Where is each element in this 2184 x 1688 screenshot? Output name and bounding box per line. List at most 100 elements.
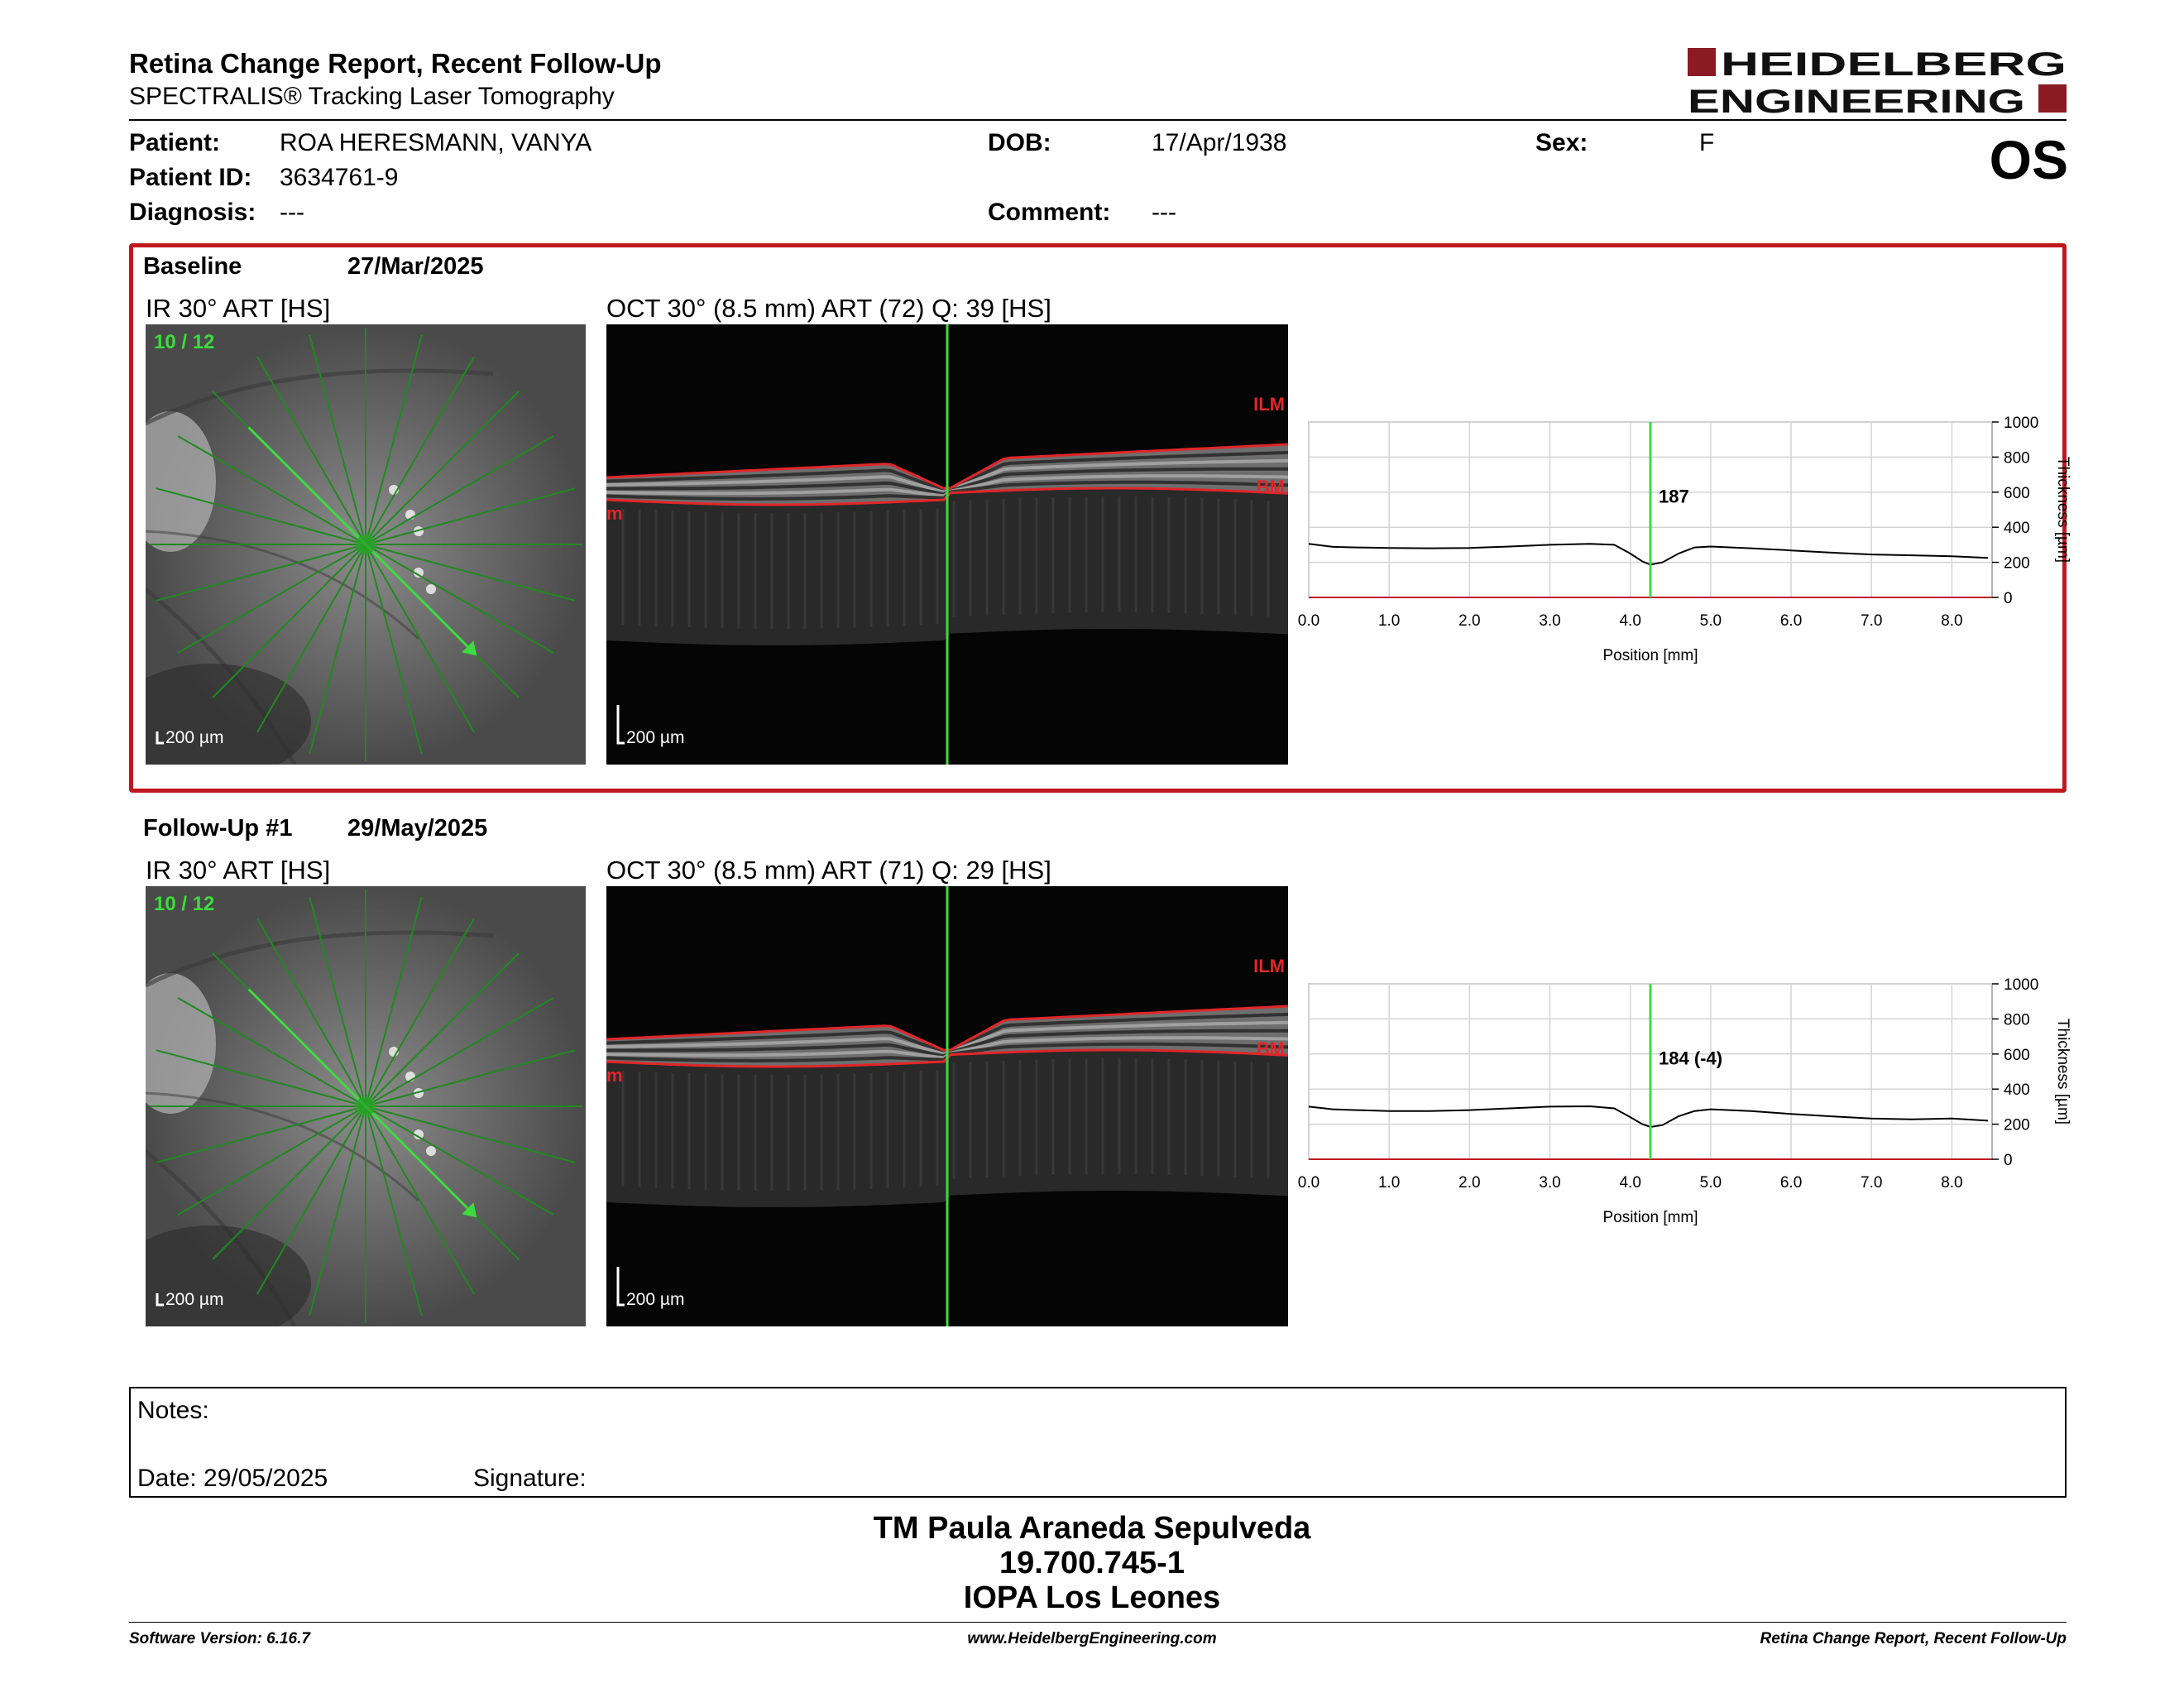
scan-center (356, 1096, 376, 1116)
followup-bm-label: BM (1256, 1038, 1285, 1059)
x-tick-label: 1.0 (1378, 612, 1400, 630)
dob-label: DOB: (988, 129, 1051, 156)
cursor-value-label: 187 (1659, 487, 1689, 507)
exudate-spot (426, 584, 436, 594)
ir-scale-bar (156, 731, 164, 745)
signer-organization: IOPA Los Leones (963, 1580, 1221, 1615)
thickness-series-line (1308, 543, 1989, 566)
y-tick-label: 400 (2004, 520, 2030, 537)
y-tick-label: 600 (2004, 1047, 2030, 1064)
x-tick-label: 4.0 (1619, 612, 1640, 630)
logo-line2: ENGINEERING (1688, 84, 2025, 116)
sex-value: F (1699, 129, 1715, 156)
y-tick-label: 200 (2004, 1117, 2030, 1134)
x-tick-label: 8.0 (1941, 1174, 1962, 1192)
followup-ilm-label: ILM (1253, 956, 1285, 976)
oct-scale-bar (616, 1267, 625, 1307)
followup-date: 29/May/2025 (347, 815, 488, 842)
scan-direction-arrow (462, 640, 477, 656)
exudate-spot (414, 526, 424, 536)
patient-id-label: Patient ID: (129, 164, 252, 191)
ir-scale-bar (156, 1293, 164, 1307)
baseline-oct-svg (606, 324, 1288, 765)
followup-label: Follow-Up #1 (143, 815, 293, 842)
patient-label: Patient: (129, 129, 221, 156)
x-tick-label: 4.0 (1619, 1174, 1640, 1192)
oct-scale-bar (616, 705, 625, 745)
report-title: Retina Change Report, Recent Follow-Up (129, 48, 662, 79)
signature-label: Signature: (473, 1465, 587, 1492)
diagnosis-label: Diagnosis: (129, 199, 256, 226)
x-tick-label: 5.0 (1700, 1174, 1722, 1192)
baseline-fundus-svg (146, 324, 586, 765)
scan-center (356, 535, 376, 554)
website-link[interactable]: www.HeidelbergEngineering.com (967, 1630, 1217, 1647)
heidelberg-logo: HEIDELBERG ENGINEERING (1688, 46, 2067, 116)
dob-value: 17/Apr/1938 (1152, 129, 1287, 156)
x-tick-label: 5.0 (1700, 612, 1722, 630)
baseline-date: 27/Mar/2025 (347, 253, 484, 280)
baseline-oct-caption: OCT 30° (8.5 mm) ART (72) Q: 39 [HS] (606, 294, 1051, 323)
notes-box[interactable]: Notes: Date: 29/05/2025 Signature: (129, 1387, 2067, 1498)
x-tick-label: 3.0 (1539, 1174, 1560, 1192)
diagnosis-value: --- (280, 199, 304, 226)
followup-m-label: m (606, 1065, 623, 1086)
baseline-bm-label: BM (1256, 477, 1285, 497)
footer-report-name: Retina Change Report, Recent Follow-Up (1760, 1630, 2067, 1647)
x-tick-label: 6.0 (1780, 612, 1802, 630)
x-tick-label: 2.0 (1458, 1174, 1480, 1192)
thickness-series-line (1308, 1105, 1989, 1129)
y-tick-label: 0 (2004, 590, 2013, 607)
followup-ir-scale: 200 µm (165, 1290, 224, 1309)
header-divider (129, 119, 2067, 121)
followup-ir-fundus-image[interactable]: 10 / 12 200 µm (146, 886, 586, 1326)
signer-name: TM Paula Araneda Sepulveda (873, 1511, 1311, 1546)
y-tick-label: 200 (2004, 555, 2030, 573)
baseline-oct-bscan-image[interactable]: ILM BM m 200 µm (606, 324, 1288, 765)
x-tick-label: 7.0 (1861, 1174, 1882, 1192)
baseline-panel (129, 243, 2067, 793)
logo-line1: HEIDELBERG (1721, 46, 2067, 83)
followup-ir-caption: IR 30° ART [HS] (146, 856, 331, 885)
x-axis-label: Position [mm] (1602, 647, 1698, 664)
baseline-ir-caption: IR 30° ART [HS] (146, 294, 331, 323)
retinal-vessel (146, 368, 494, 426)
sex-label: Sex: (1535, 129, 1588, 156)
y-tick-label: 400 (2004, 1081, 2030, 1099)
comment-label: Comment: (988, 199, 1111, 226)
y-tick-label: 0 (2004, 1152, 2013, 1169)
baseline-ir-scale: 200 µm (165, 728, 224, 747)
baseline-ilm-label: ILM (1253, 394, 1285, 415)
exudate-spot (426, 1146, 436, 1156)
x-tick-label: 0.0 (1298, 612, 1320, 630)
baseline-m-label: m (606, 503, 623, 524)
report-subtitle: SPECTRALIS® Tracking Laser Tomography (129, 83, 615, 110)
followup-thickness-chart: 0.0 1.0 2.0 3.0 4.0 5.0 6.0 7.0 8.0 0 200 400 600 800… (1298, 976, 2071, 1226)
optic-disc (146, 411, 216, 552)
x-axis-label: Position [mm] (1602, 1209, 1698, 1226)
exudate-spot (414, 568, 424, 578)
scan-direction-arrow (462, 1202, 477, 1218)
followup-oct-bscan-image[interactable]: ILM BM m 200 µm (606, 886, 1288, 1326)
y-tick-label: 800 (2004, 1011, 2030, 1029)
followup-scan-index: 10 / 12 (154, 893, 215, 915)
baseline-ir-fundus-image[interactable]: 10 / 12 200 µm (146, 324, 586, 765)
notes-label: Notes: (137, 1397, 209, 1424)
dark-shading (146, 664, 311, 765)
dark-shading (146, 1225, 311, 1326)
software-version: Software Version: 6.16.7 (129, 1630, 310, 1647)
followup-fundus-svg (146, 886, 586, 1326)
followup-oct-scale: 200 µm (626, 1290, 685, 1309)
baseline-scan-index: 10 / 12 (154, 331, 215, 353)
y-axis-label: Thickness [µm] (2054, 1019, 2071, 1125)
x-tick-label: 1.0 (1378, 1174, 1400, 1192)
x-tick-label: 8.0 (1941, 612, 1962, 630)
y-tick-label: 600 (2004, 485, 2030, 502)
x-tick-label: 3.0 (1539, 612, 1560, 630)
exudate-spot (414, 1088, 424, 1098)
eye-indicator: OS (1989, 129, 2068, 190)
baseline-label: Baseline (143, 253, 242, 280)
followup-oct-caption: OCT 30° (8.5 mm) ART (71) Q: 29 [HS] (606, 856, 1051, 885)
optic-disc (146, 973, 216, 1114)
exudate-spot (414, 1129, 424, 1139)
